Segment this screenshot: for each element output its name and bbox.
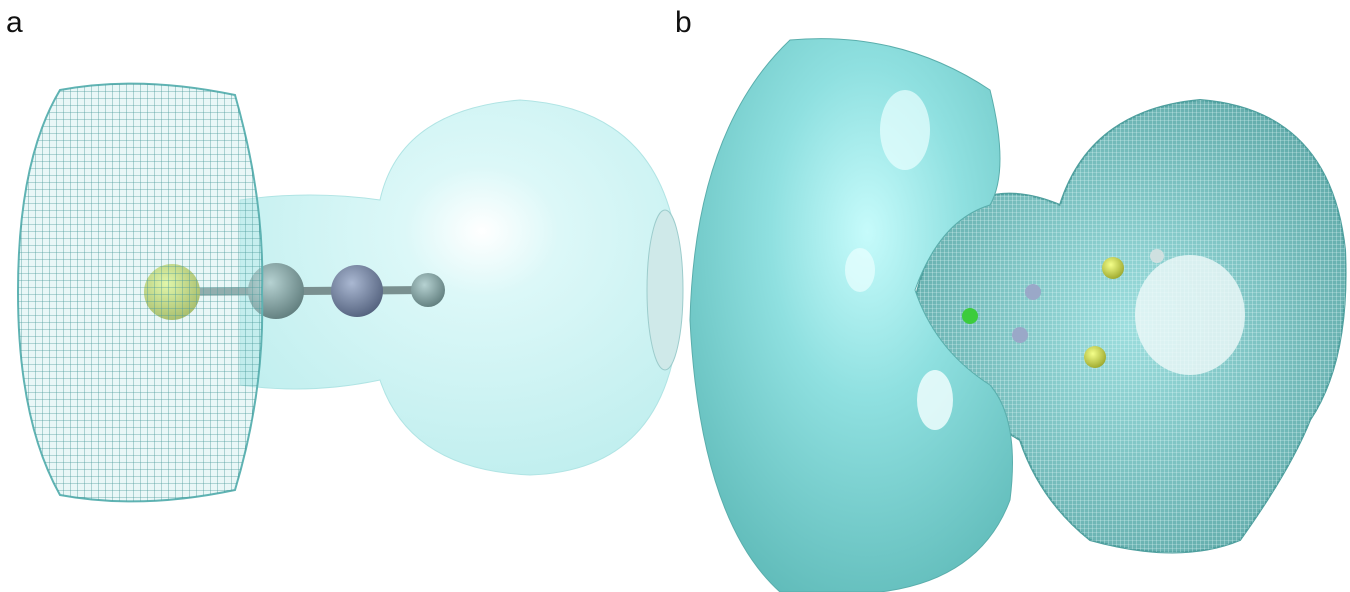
atom (1150, 249, 1164, 263)
page: a b (() => { const data = JSON.parse(doc… (0, 0, 1350, 592)
surface-highlight (1135, 255, 1245, 375)
surface-highlight (845, 248, 875, 292)
surface-cap (647, 210, 683, 370)
panel-b: b (675, 6, 1346, 592)
atom (1102, 257, 1124, 279)
atom (1084, 346, 1106, 368)
surface-highlight (880, 90, 930, 170)
panel-label: a (6, 6, 23, 39)
atom (962, 308, 978, 324)
panel-label: b (675, 6, 692, 39)
figure: a b (0, 0, 1350, 592)
surface-highlight (917, 370, 953, 430)
panel-a: a (6, 6, 683, 501)
atom (1012, 327, 1028, 343)
wireframe-mesh (18, 84, 262, 502)
atom (331, 265, 383, 317)
atom (1025, 284, 1041, 300)
atom (411, 273, 445, 307)
